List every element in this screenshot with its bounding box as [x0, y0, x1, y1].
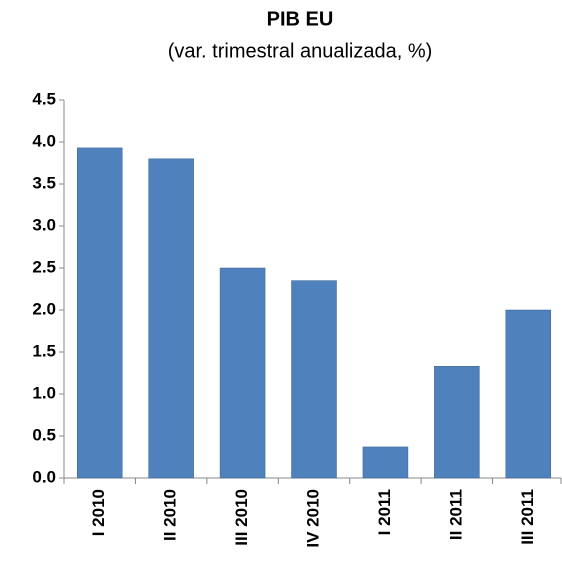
y-tick-label: 2.0 [32, 299, 56, 318]
y-tick-label: 3.0 [32, 215, 56, 234]
y-tick-label: 1.0 [32, 383, 56, 402]
x-tick-label: II 2010 [161, 489, 180, 541]
bar [362, 446, 409, 479]
y-tick-label: 1.5 [32, 341, 56, 360]
x-tick-label: III 2010 [232, 489, 251, 546]
bar [505, 309, 552, 479]
y-tick-label: 4.0 [32, 131, 56, 150]
x-tick-label: I 2010 [89, 489, 108, 536]
y-tick-label: 2.5 [32, 257, 56, 276]
x-tick-label: IV 2010 [303, 489, 322, 548]
x-tick-label: II 2011 [446, 489, 465, 540]
bar [219, 267, 266, 479]
bar [76, 147, 123, 479]
x-tick-label: I 2011 [375, 489, 394, 535]
chart-subtitle: (var. trimestral anualizada, %) [168, 40, 433, 62]
y-tick-label: 0.5 [32, 425, 56, 444]
y-tick-label: 4.5 [32, 89, 56, 108]
bar [434, 366, 480, 479]
chart-title: PIB EU [267, 8, 334, 30]
bar [291, 280, 337, 479]
x-tick-label: III 2011 [518, 489, 537, 545]
y-tick-label: 0.0 [32, 467, 56, 486]
bar [148, 158, 194, 479]
y-tick-label: 3.5 [32, 173, 56, 192]
